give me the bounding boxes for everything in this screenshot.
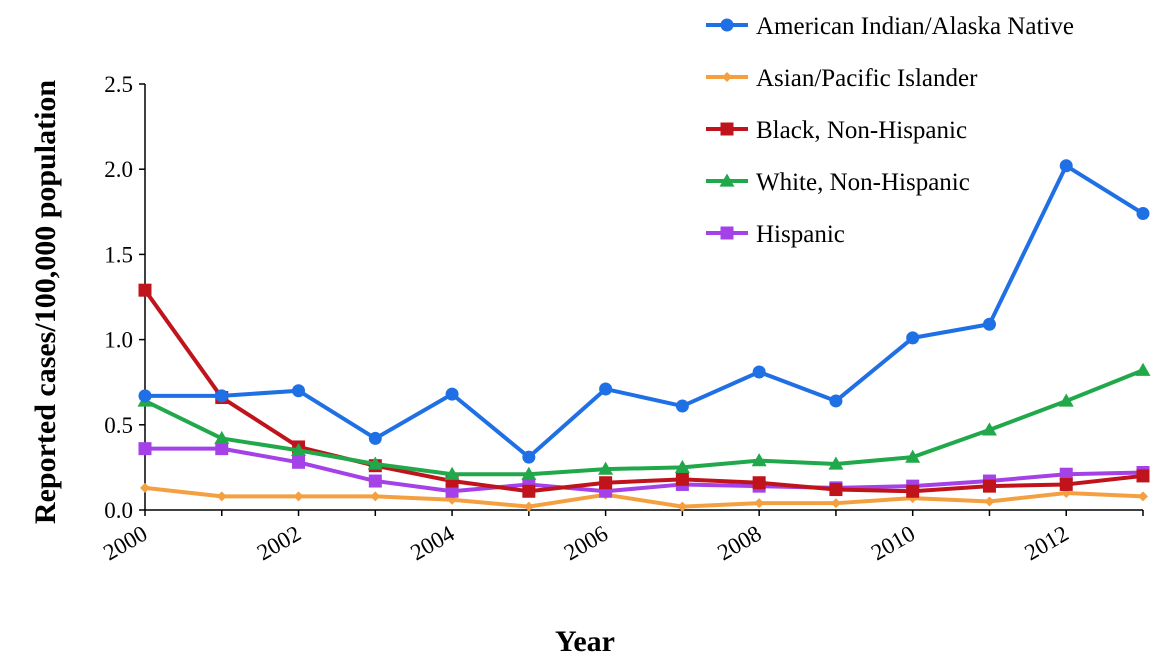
data-point bbox=[677, 501, 688, 512]
data-point bbox=[292, 384, 306, 398]
data-point bbox=[829, 483, 843, 497]
data-point bbox=[1138, 491, 1148, 502]
data-point bbox=[214, 430, 230, 445]
data-point bbox=[830, 498, 841, 509]
data-point bbox=[138, 283, 152, 297]
series-line bbox=[145, 163, 1145, 460]
data-point bbox=[445, 387, 459, 401]
legend-label: Asian/Pacific Islander bbox=[756, 65, 978, 92]
data-point bbox=[216, 491, 227, 502]
data-point bbox=[905, 449, 921, 463]
y-tick-label: 2.5 bbox=[104, 72, 133, 97]
x-tick-label: 2008 bbox=[713, 521, 765, 566]
legend-item: Black, Non-Hispanic bbox=[706, 117, 967, 144]
legend-swatch-marker bbox=[720, 122, 734, 136]
legend-swatch-marker bbox=[720, 18, 734, 32]
data-point bbox=[981, 422, 997, 436]
legend-item: White, Non-Hispanic bbox=[706, 169, 970, 196]
data-point bbox=[215, 389, 229, 403]
x-tick-label: 2002 bbox=[253, 521, 305, 566]
data-point bbox=[982, 479, 996, 493]
data-point bbox=[291, 442, 307, 456]
data-point bbox=[444, 466, 460, 480]
series-line bbox=[143, 289, 1144, 494]
data-point bbox=[521, 466, 537, 480]
data-point bbox=[523, 501, 534, 512]
data-point bbox=[1136, 207, 1150, 221]
x-ticks: 2000 2002 2004 2006 2008 2010 2012 bbox=[99, 510, 1144, 566]
data-point bbox=[293, 491, 304, 502]
data-point bbox=[1059, 467, 1073, 481]
data-point bbox=[138, 389, 152, 403]
data-point bbox=[599, 382, 613, 396]
data-point bbox=[215, 442, 229, 456]
series-0 bbox=[138, 159, 1150, 464]
data-point bbox=[370, 491, 381, 502]
data-point bbox=[598, 461, 614, 475]
y-tick-label: 0.5 bbox=[104, 413, 133, 438]
x-tick-label: 2000 bbox=[99, 521, 151, 566]
series-line bbox=[144, 368, 1144, 477]
data-point bbox=[1135, 362, 1151, 376]
data-point bbox=[984, 496, 995, 507]
y-ticks: 0.0 0.5 1.0 1.5 2.0 2.5 bbox=[104, 72, 145, 523]
legend-label: Hispanic bbox=[756, 221, 845, 248]
legend-swatch-marker bbox=[719, 173, 735, 187]
data-point bbox=[368, 431, 382, 445]
data-point bbox=[754, 498, 765, 509]
y-axis-title: Reported cases/100,000 population bbox=[29, 80, 62, 525]
legend-swatch-marker bbox=[720, 226, 734, 240]
data-point bbox=[828, 456, 844, 470]
data-point bbox=[368, 474, 382, 488]
data-point bbox=[138, 442, 152, 456]
legend-item: Hispanic bbox=[706, 221, 845, 248]
x-tick-label: 2012 bbox=[1020, 521, 1072, 566]
y-tick-label: 1.5 bbox=[104, 242, 133, 267]
data-point bbox=[1059, 477, 1073, 491]
y-tick-label: 0.0 bbox=[104, 498, 133, 523]
series-line bbox=[145, 446, 1144, 494]
x-tick-label: 2010 bbox=[867, 521, 919, 566]
series-line bbox=[144, 485, 1144, 509]
legend: American Indian/Alaska Native Asian/Pacif… bbox=[706, 13, 1074, 248]
legend-swatch-marker bbox=[722, 72, 732, 82]
data-point bbox=[906, 484, 920, 498]
data-point bbox=[982, 317, 996, 331]
legend-label: American Indian/Alaska Native bbox=[756, 13, 1074, 40]
data-point bbox=[906, 331, 920, 345]
data-point bbox=[1059, 159, 1073, 173]
data-point bbox=[752, 476, 766, 490]
series-3 bbox=[137, 362, 1151, 480]
data-point bbox=[599, 476, 613, 490]
data-point bbox=[1136, 469, 1150, 483]
series-layer bbox=[137, 159, 1151, 512]
data-point bbox=[522, 484, 536, 498]
x-tick-label: 2004 bbox=[406, 520, 459, 565]
legend-item: Asian/Pacific Islander bbox=[706, 65, 978, 92]
data-point bbox=[367, 456, 383, 470]
data-point bbox=[674, 459, 690, 474]
data-point bbox=[522, 450, 536, 464]
data-point bbox=[140, 482, 150, 493]
data-point bbox=[751, 453, 767, 467]
legend-item: American Indian/Alaska Native bbox=[706, 13, 1074, 40]
axes bbox=[144, 84, 1143, 511]
data-point bbox=[829, 394, 843, 408]
x-axis-title: Year bbox=[555, 625, 615, 657]
data-point bbox=[1058, 393, 1074, 407]
data-point bbox=[445, 484, 459, 498]
data-point bbox=[675, 399, 689, 413]
y-tick-label: 1.0 bbox=[104, 328, 133, 353]
legend-label: White, Non-Hispanic bbox=[756, 169, 970, 196]
y-tick-label: 2.0 bbox=[104, 157, 133, 182]
data-point bbox=[675, 472, 689, 486]
data-point bbox=[752, 365, 766, 379]
x-tick-label: 2006 bbox=[560, 521, 612, 566]
data-point bbox=[292, 455, 306, 469]
legend-label: Black, Non-Hispanic bbox=[756, 117, 967, 144]
